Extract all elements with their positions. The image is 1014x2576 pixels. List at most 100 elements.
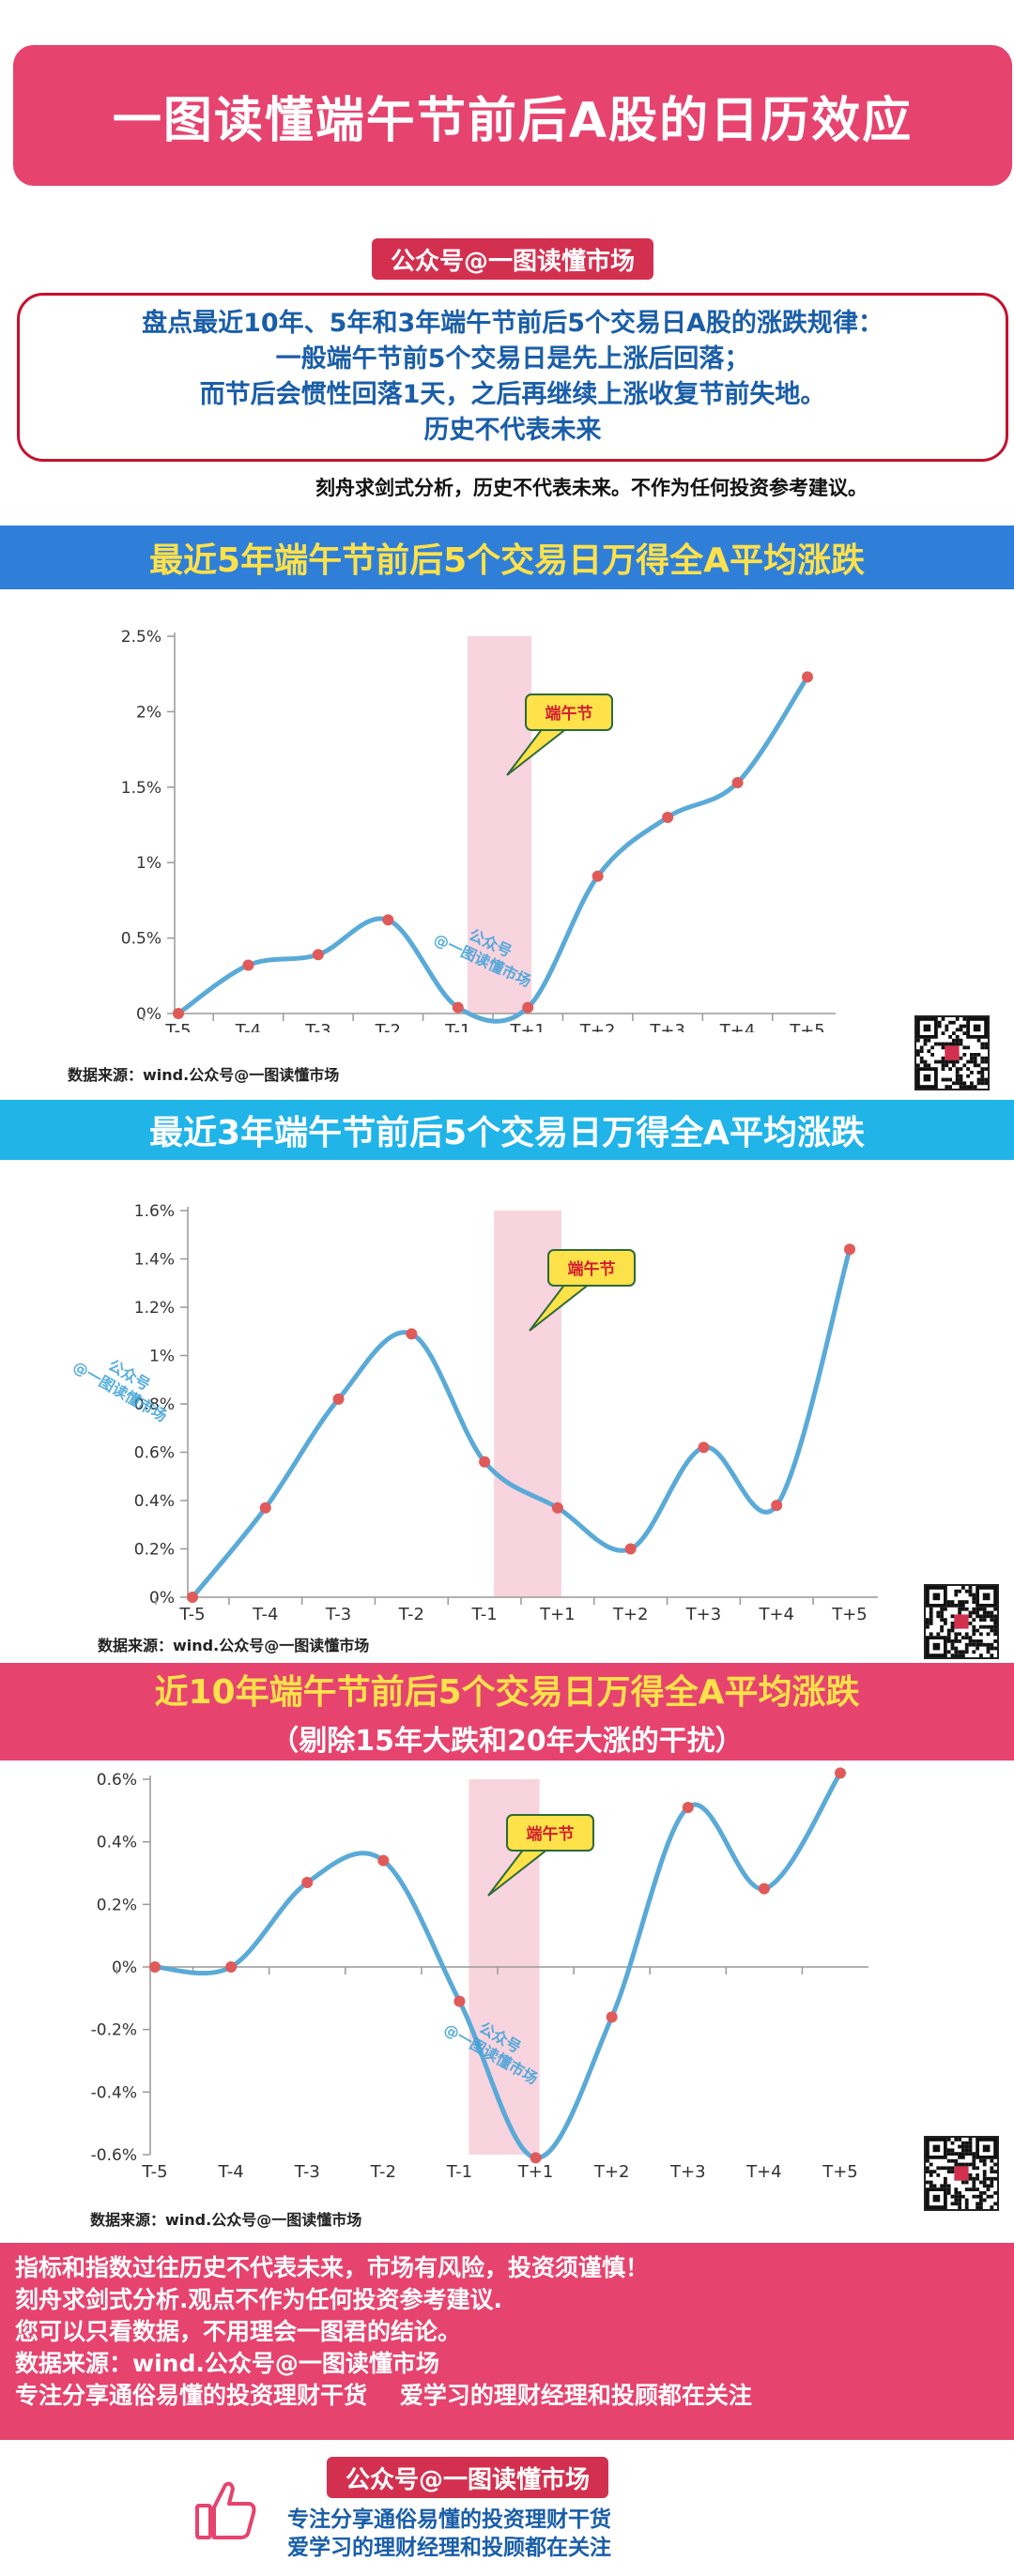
qr-finder [966,1017,988,1039]
qr-module [990,1618,994,1622]
data-point [452,1001,464,1014]
qr-module [950,2152,955,2156]
qr-module [962,1024,967,1029]
qr-module [982,2176,987,2181]
thumbs-up-icon [195,2481,256,2539]
qr-finder-center [973,1024,981,1032]
qr-module [961,2141,965,2145]
qr-module [972,1618,976,1622]
qr-code-pattern [926,1586,997,1657]
y-tick-label: -0.6% [91,2146,137,2165]
qr-module [979,1624,983,1629]
qr-module [982,1610,987,1615]
qr-module [946,2158,951,2163]
x-tick-label: T-2 [375,1021,401,1032]
disclaimer-text: 刻舟求剑式分析，历史不代表未来。不作为任何投资参考建议。 [315,477,868,499]
qr-module [959,1024,963,1029]
qr-module [954,1646,959,1651]
qr-finder-center [932,1593,941,1601]
qr-module [964,2205,969,2209]
section-subtitle-10y: （剔除15年大跌和20年大涨的干扰） [270,1725,744,1758]
qr-module [972,1650,976,1654]
qr-module [986,2194,991,2199]
qr-module [990,2205,994,2209]
x-tick-label: T+3 [649,1021,685,1032]
qr-module [958,2162,961,2167]
qr-module [979,1639,983,1643]
qr-module [966,1067,970,1071]
data-point [530,2152,542,2164]
qr-module [946,2152,951,2156]
qr-module [982,1614,987,1619]
qr-module [972,1624,976,1629]
qr-module [926,2166,930,2171]
qr-module [923,1063,928,1068]
qr-module [954,2187,959,2191]
qr-module [970,1053,974,1057]
callout-label: 端午节 [545,704,593,724]
qr-module [945,1077,949,1082]
qr-module [916,1038,920,1043]
qr-module [982,2184,987,2188]
qr-module [973,1085,977,1089]
qr-module [940,1624,944,1629]
qr-code-pattern [926,2138,997,2209]
qr-module [979,1632,983,1637]
data-point [592,870,604,882]
qr-module [982,1607,987,1611]
qr-module [972,1593,976,1597]
callout-box [525,694,613,731]
qr-module [993,2170,997,2173]
qr-code-icon [924,1584,999,1659]
qr-module [940,2184,944,2188]
qr-module [952,1081,956,1086]
qr-module [946,1600,951,1604]
account-tag: 公众号@一图读懂市场 [372,238,653,280]
qr-module [929,1607,933,1611]
qr-module [964,1632,969,1637]
qr-module [976,2176,979,2181]
qr-module [993,1632,997,1637]
qr-module [968,2141,973,2145]
qr-module [990,2180,994,2185]
qr-module [954,1650,959,1654]
qr-module [993,2191,997,2195]
qr-module [980,1071,985,1075]
qr-module [972,2156,976,2159]
qr-module [972,2162,976,2167]
data-point [551,1501,563,1514]
data-point [242,959,254,971]
footer-line: 专注分享通俗易懂的投资理财干货 爱学习的理财经理和投顾都在关注 [15,2382,752,2409]
qr-module [976,1607,979,1611]
y-tick-label: 2% [136,703,161,722]
qr-module [937,1059,942,1064]
slogan: 专注分享通俗易懂的投资理财干货 爱学习的理财经理和投顾都在关注 [287,2506,611,2562]
qr-module [968,1636,973,1639]
x-tick-label: T-5 [141,2162,167,2182]
qr-module [970,1081,974,1086]
qr-module [968,2176,973,2181]
qr-module [919,1059,924,1064]
qr-module [980,1042,985,1046]
x-tick-label: T-5 [178,1605,205,1623]
qr-module [962,1017,967,1021]
y-tick-label: 0.4% [97,1834,137,1852]
qr-module [954,2198,959,2203]
qr-module [976,1610,979,1615]
qr-module [955,1074,960,1078]
qr-module [941,1056,945,1060]
data-point [698,1441,710,1454]
x-tick-label: T-2 [398,1605,424,1623]
qr-module [968,1586,973,1590]
y-tick-label: -0.2% [91,2021,137,2040]
qr-module [961,2148,965,2153]
qr-module [923,1059,928,1064]
qr-module [959,1038,963,1043]
qr-module [990,2184,994,2188]
footer-line: 您可以只看数据，不用理会一图君的结论。 [15,2318,462,2345]
footer-line: 指标和指数过往历史不代表未来，市场有风险，投资须谨慎！ [15,2254,650,2281]
qr-module [946,1628,951,1633]
qr-module [966,1074,970,1078]
y-tick-label: 1.2% [134,1299,175,1318]
qr-module [976,1639,979,1643]
